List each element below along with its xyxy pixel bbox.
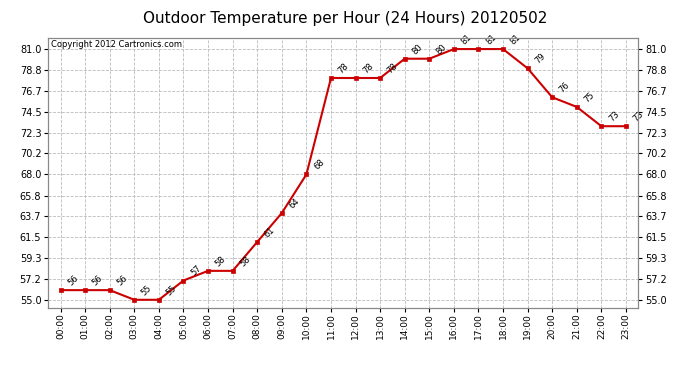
Text: 80: 80 [435, 42, 448, 56]
Text: 56: 56 [90, 273, 105, 287]
Text: Outdoor Temperature per Hour (24 Hours) 20120502: Outdoor Temperature per Hour (24 Hours) … [143, 11, 547, 26]
Text: Copyright 2012 Cartronics.com: Copyright 2012 Cartronics.com [51, 40, 182, 49]
Text: 55: 55 [164, 283, 178, 297]
Text: 73: 73 [631, 110, 645, 123]
Text: 57: 57 [189, 264, 203, 278]
Text: 55: 55 [140, 283, 154, 297]
Text: 79: 79 [533, 52, 547, 66]
Text: 73: 73 [607, 110, 621, 123]
Text: 68: 68 [312, 158, 326, 172]
Text: 81: 81 [484, 32, 498, 46]
Text: 56: 56 [66, 273, 80, 287]
Text: 81: 81 [509, 32, 522, 46]
Text: 56: 56 [115, 273, 129, 287]
Text: 78: 78 [386, 61, 400, 75]
Text: 58: 58 [214, 254, 228, 268]
Text: 76: 76 [558, 81, 572, 94]
Text: 64: 64 [287, 196, 302, 210]
Text: 75: 75 [582, 90, 596, 104]
Text: 78: 78 [337, 61, 351, 75]
Text: 58: 58 [238, 254, 252, 268]
Text: 81: 81 [460, 32, 473, 46]
Text: 78: 78 [361, 61, 375, 75]
Text: 61: 61 [263, 225, 277, 239]
Text: 80: 80 [411, 42, 424, 56]
